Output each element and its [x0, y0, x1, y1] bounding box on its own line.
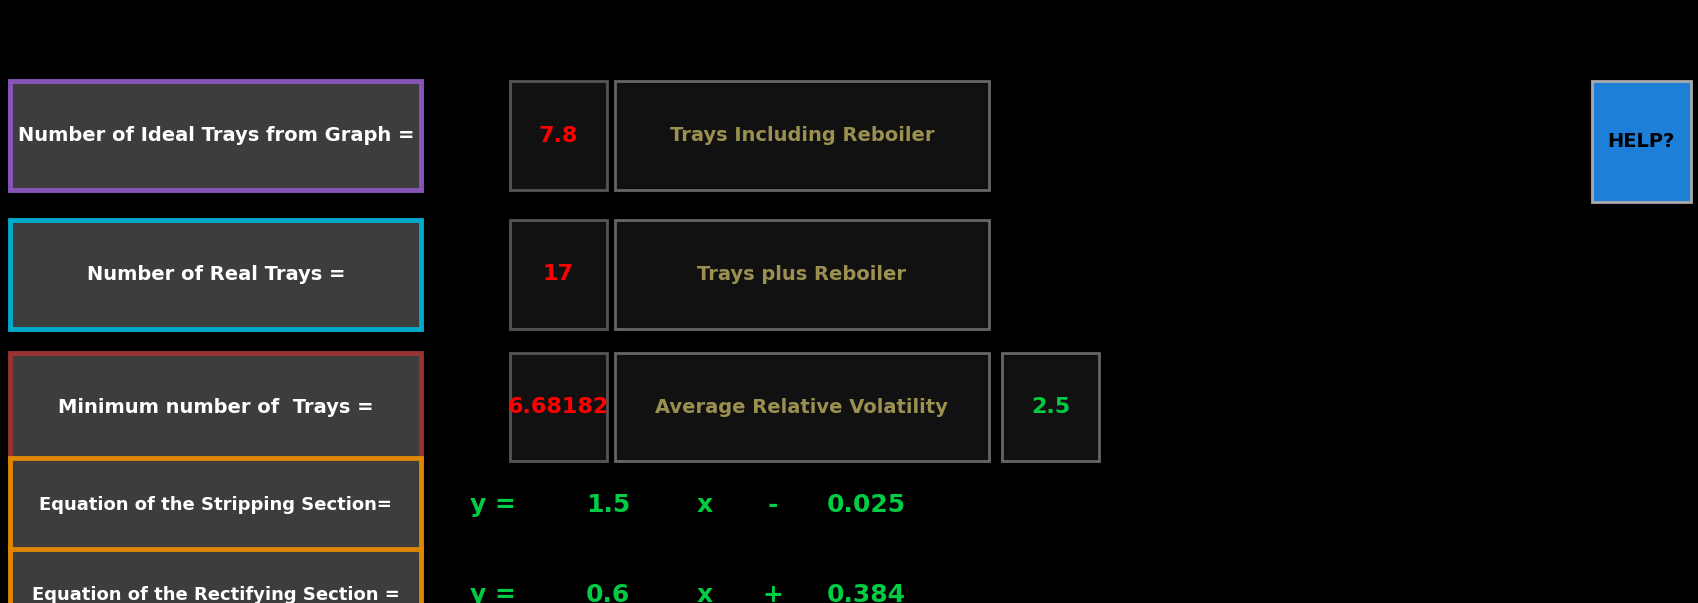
Text: HELP?: HELP?	[1606, 132, 1674, 151]
Text: Minimum number of  Trays =: Minimum number of Trays =	[58, 397, 374, 417]
FancyBboxPatch shape	[509, 81, 606, 190]
FancyBboxPatch shape	[509, 220, 606, 329]
Text: x: x	[696, 584, 713, 603]
Text: Trays plus Reboiler: Trays plus Reboiler	[696, 265, 907, 284]
FancyBboxPatch shape	[1591, 81, 1690, 202]
Text: 1.5: 1.5	[586, 493, 630, 517]
Text: y =: y =	[469, 493, 516, 517]
Text: x: x	[696, 493, 713, 517]
Text: 6.68182: 6.68182	[508, 397, 608, 417]
Text: Number of Real Trays =: Number of Real Trays =	[87, 265, 345, 284]
FancyBboxPatch shape	[1002, 353, 1099, 461]
Text: 17: 17	[542, 264, 574, 285]
Text: Average Relative Volatility: Average Relative Volatility	[655, 397, 947, 417]
Text: Trays Including Reboiler: Trays Including Reboiler	[669, 126, 934, 145]
FancyBboxPatch shape	[10, 220, 421, 329]
FancyBboxPatch shape	[615, 353, 988, 461]
Text: +: +	[762, 584, 783, 603]
Text: Equation of the Stripping Section=: Equation of the Stripping Section=	[39, 496, 392, 514]
Text: 7.8: 7.8	[538, 125, 577, 146]
Text: 0.6: 0.6	[586, 584, 630, 603]
FancyBboxPatch shape	[509, 353, 606, 461]
Text: Number of Ideal Trays from Graph =: Number of Ideal Trays from Graph =	[17, 126, 414, 145]
Text: y =: y =	[469, 584, 516, 603]
FancyBboxPatch shape	[10, 353, 421, 461]
Text: 2.5: 2.5	[1031, 397, 1070, 417]
Text: Equation of the Rectifying Section =: Equation of the Rectifying Section =	[32, 587, 399, 603]
Text: 0.025: 0.025	[827, 493, 905, 517]
Text: -: -	[767, 493, 778, 517]
Text: 0.384: 0.384	[827, 584, 905, 603]
FancyBboxPatch shape	[10, 81, 421, 190]
FancyBboxPatch shape	[615, 220, 988, 329]
FancyBboxPatch shape	[10, 549, 421, 603]
FancyBboxPatch shape	[10, 458, 421, 552]
FancyBboxPatch shape	[615, 81, 988, 190]
